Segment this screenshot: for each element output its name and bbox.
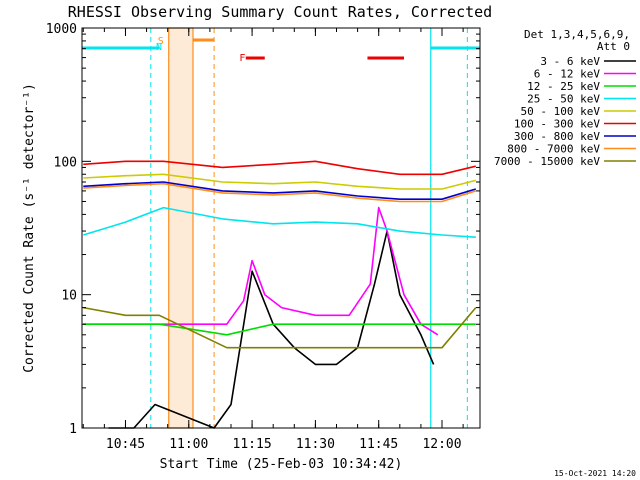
- y-tick-label: 100: [54, 155, 77, 170]
- legend-label: 25 - 50 keV: [527, 93, 600, 106]
- plot-frame: [81, 27, 481, 429]
- legend-label: 50 - 100 keV: [521, 105, 601, 118]
- legend-label: 800 - 7000 keV: [507, 143, 600, 156]
- y-axis-label: Corrected Count Rate (s⁻¹ detector⁻¹): [22, 83, 37, 373]
- legend-label: 12 - 25 keV: [527, 80, 600, 93]
- flag-bars: NS F: [82, 27, 480, 429]
- x-tick-label: 10:45: [106, 437, 145, 452]
- footer-timestamp: 15-Oct-2021 14:20: [554, 469, 636, 478]
- x-tick-label: 12:00: [422, 437, 461, 452]
- series-line: [83, 173, 476, 190]
- x-axis: 10:45 11:00 11:15 11:30 11:45 12:00: [82, 28, 464, 452]
- series-line: [83, 206, 476, 238]
- y-tick-label: 1: [69, 422, 77, 437]
- x-tick-label: 11:45: [359, 437, 398, 452]
- flag-label: N: [156, 42, 162, 53]
- legend-header: Det 1,3,4,5,6,9,: [524, 28, 630, 41]
- series-line: [83, 181, 477, 200]
- legend-label: 300 - 800 keV: [514, 130, 600, 143]
- series-line: [83, 206, 439, 336]
- series-line: [83, 182, 477, 203]
- x-tick-label: 11:15: [233, 437, 272, 452]
- series-line: [83, 160, 476, 176]
- series-line: [83, 323, 476, 336]
- y-tick-label: 10: [61, 289, 77, 304]
- legend-label: 6 - 12 keV: [534, 68, 601, 81]
- series-lines: [83, 160, 477, 429]
- legend-label: 3 - 6 keV: [540, 55, 600, 68]
- y-axis: 1 10 100 1000: [46, 22, 480, 437]
- legend-label: 100 - 300 keV: [514, 118, 600, 131]
- legend-header: Att 0: [597, 40, 630, 53]
- legend-label: 7000 - 15000 keV: [494, 155, 600, 168]
- y-tick-label: 1000: [46, 22, 77, 37]
- series-line: [83, 306, 477, 349]
- x-axis-label: Start Time (25-Feb-03 10:34:42): [160, 457, 403, 472]
- chart-title: RHESSI Observing Summary Count Rates, Co…: [68, 3, 492, 21]
- flag-label: F: [239, 53, 245, 64]
- flag-label: S: [158, 36, 164, 47]
- x-tick-label: 11:30: [296, 437, 335, 452]
- saa-band: [168, 27, 194, 429]
- series-line: [108, 230, 435, 429]
- x-tick-label: 11:00: [169, 437, 208, 452]
